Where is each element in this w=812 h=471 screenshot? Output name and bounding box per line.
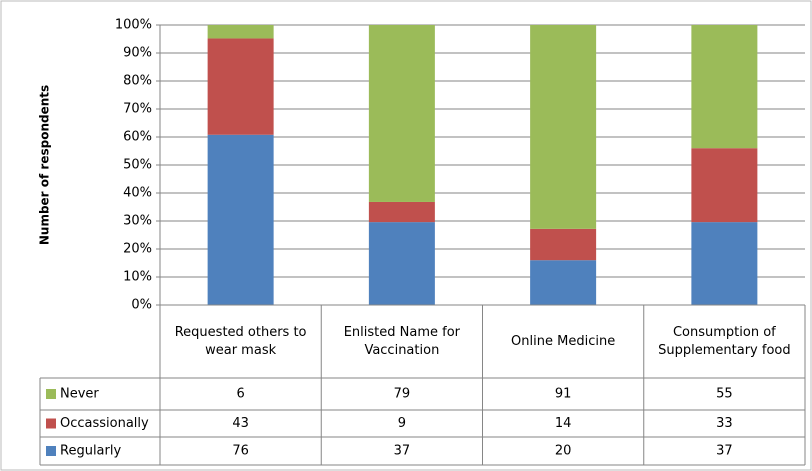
bar-segment (530, 25, 597, 229)
y-tick-label: 30% (123, 214, 152, 229)
x-tick-label: Consumption of Supplementary food (658, 324, 791, 358)
y-tick-label: 80% (123, 74, 152, 89)
y-axis-label: Number of respondents (38, 85, 52, 245)
bar-segment (368, 25, 435, 202)
table-value: 6 (236, 387, 244, 402)
bar-segment (368, 222, 435, 305)
table-value: 37 (716, 444, 733, 459)
y-tick-label: 100% (115, 18, 152, 33)
y-tick-label: 10% (123, 270, 152, 285)
x-tick-label: Online Medicine (511, 333, 616, 349)
bar-segment (530, 260, 597, 305)
bar-segment (207, 38, 274, 135)
legend-label: Occassionally (60, 416, 149, 431)
table-value: 79 (394, 387, 411, 402)
bar-segment (530, 228, 597, 261)
bar-segment (691, 25, 758, 149)
category-cell: Enlisted Name for Vaccination (343, 324, 461, 358)
y-tick-label: 50% (123, 158, 152, 173)
x-tick-label: Enlisted Name for Vaccination (343, 324, 461, 358)
y-tick-label: 70% (123, 102, 152, 117)
table-value: 20 (555, 444, 572, 459)
table-value: 76 (232, 444, 249, 459)
legend-swatch (46, 446, 56, 456)
y-tick-label: 20% (123, 242, 152, 257)
x-tick-label: Requested others to wear mask (174, 324, 307, 358)
bar-segment (368, 201, 435, 223)
bar-segment (691, 148, 758, 223)
y-tick-label: 40% (123, 186, 152, 201)
legend-label: Never (60, 387, 99, 402)
table-value: 9 (398, 416, 406, 431)
table-value: 14 (555, 416, 572, 431)
table-value: 33 (716, 416, 733, 431)
legend-swatch (46, 389, 56, 399)
category-cell: Requested others to wear mask (174, 324, 307, 358)
bar-segment (207, 134, 274, 305)
category-cell: Online Medicine (511, 333, 616, 349)
category-cell: Consumption of Supplementary food (658, 324, 791, 358)
legend-swatch (46, 418, 56, 429)
y-tick-label: 60% (123, 130, 152, 145)
table-value: 43 (232, 416, 249, 431)
table-value: 37 (394, 444, 411, 459)
y-tick-label: 0% (131, 298, 152, 313)
bar-segment (691, 222, 758, 305)
table-value: 91 (555, 387, 572, 402)
legend-label: Regularly (60, 444, 121, 459)
table-value: 55 (716, 387, 733, 402)
bar-segment (207, 25, 274, 39)
y-tick-label: 90% (123, 46, 152, 61)
